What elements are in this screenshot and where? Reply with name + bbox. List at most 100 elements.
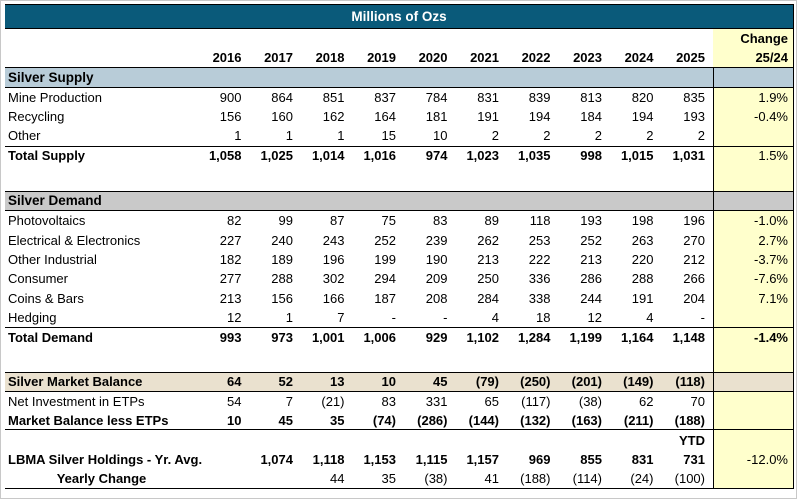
cell-value: 831 [477,89,499,105]
cell-value: (132) [520,412,551,428]
table-body: Silver Supply Mine Production 900 864 851 837… [5,67,793,489]
cell-value: 193 [580,213,602,229]
cell-value: 998 [580,148,602,164]
cell-value: 54 [227,393,242,409]
cell-value: (163) [571,412,602,428]
cell-value [301,68,353,87]
cell-value: 288 [631,271,654,287]
cell-value: 193 [683,109,705,125]
cell-value: 1,118 [312,452,345,468]
cell-value: 213 [580,252,602,268]
cell-value: 220 [631,252,654,268]
cell-value: 194 [631,109,654,125]
cell-value: 10 [381,374,396,390]
cell-value: 331 [425,393,448,409]
cell-change [713,346,793,373]
cell-value: 190 [425,252,448,268]
cell-value: 969 [528,452,551,468]
cell-value: 250 [477,271,499,287]
cell-value: 1 [234,128,242,144]
row-market-balance-less-etps: Market Balance less ETPs 10 45 35 (74) (286) (… [5,411,793,431]
cell-value: 156 [271,290,293,306]
cell-value: 212 [683,252,705,268]
cell-value: 45 [278,412,293,428]
cell-change: 1.9% [713,87,793,107]
year-header-2023: 2023 [573,50,602,65]
year-header-2022: 2022 [521,50,551,65]
cell-value: 1,164 [620,330,654,346]
cell-value: (114) [572,470,602,486]
cell-value: 196 [322,252,345,268]
cell-change [713,373,793,391]
cell-value [507,192,559,211]
cell-value: 243 [322,232,345,248]
row-silver-supply: Silver Supply [5,67,793,88]
cell-value [456,347,508,373]
cell-value [301,430,353,449]
cell-value: 302 [322,271,345,287]
cell-value: 784 [425,89,448,105]
cell-value [198,347,250,373]
row-hedging: Hedging 12 1 7 - - 4 18 12 4 - [5,308,793,328]
cell-value: (38) [578,393,602,409]
cell-value [456,430,508,449]
change-header-line2: 25/24 [713,48,793,67]
cell-value: (38) [424,470,448,486]
cell-value: 10 [433,128,448,144]
cell-value [198,192,250,211]
cell-label: Coins & Bars [8,290,84,306]
cell-change [713,165,793,191]
year-cells: 2016 2017 2018 2019 2020 2021 2022 2023 2024 2025 [198,48,713,67]
cell-label: Silver Market Balance [8,374,143,390]
cell-value: (79) [475,374,499,390]
cell-value [404,192,456,211]
cell-value: 731 [683,452,705,468]
year-header-2025: 2025 [676,50,705,65]
cell-value: 1,001 [311,330,345,346]
table-title: Millions of Ozs [5,4,793,29]
cell-change [713,430,793,450]
cell-value: 4 [491,310,499,326]
cell-label: Consumer [8,271,68,287]
cell-value: 993 [219,330,242,346]
row-mine-production: Mine Production 900 864 851 837 784 831 839 813 8… [5,87,793,107]
cell-label [5,430,198,449]
cell-value [507,165,559,191]
cell-label: Yearly Change [56,470,147,486]
cell-value: (21) [321,393,345,409]
cell-value: 83 [381,393,396,409]
cell-value [507,430,559,449]
cell-change [713,469,793,488]
cell-value [662,68,714,87]
cell-value: 820 [631,89,654,105]
cell-label: Total Supply [8,148,86,164]
cell-value: 222 [528,252,551,268]
cell-change: 1.5% [713,146,793,166]
header-values-spacer [198,29,713,48]
cell-value: 15 [381,128,396,144]
cell-value: 1,058 [208,148,242,164]
cell-value: (144) [468,412,499,428]
cell-value: 189 [271,252,293,268]
cell-value: 118 [529,213,551,229]
cell-value: 1,102 [466,330,499,346]
change-header-row: Change [5,29,793,48]
cell-value [404,68,456,87]
cell-value: 864 [271,89,293,105]
cell-change: -0.4% [713,106,793,127]
cell-value: 1,074 [260,452,293,468]
cell-value: 839 [528,89,551,105]
cell-value: 266 [683,271,705,287]
cell-value: 1,115 [415,452,448,468]
cell-value: 2 [491,128,499,144]
cell-value [301,347,353,373]
cell-value [353,430,405,449]
change-header-line1: Change [713,29,793,48]
cell-change: -7.6% [713,269,793,289]
cell-value [353,165,405,191]
cell-change [713,126,793,146]
cell-value: 1,006 [363,330,396,346]
row-consumer: Consumer 277 288 302 294 209 250 336 286 288 266 -7… [5,269,793,289]
cell-value: 253 [528,232,551,248]
cell-label: Electrical & Electronics [8,232,141,248]
